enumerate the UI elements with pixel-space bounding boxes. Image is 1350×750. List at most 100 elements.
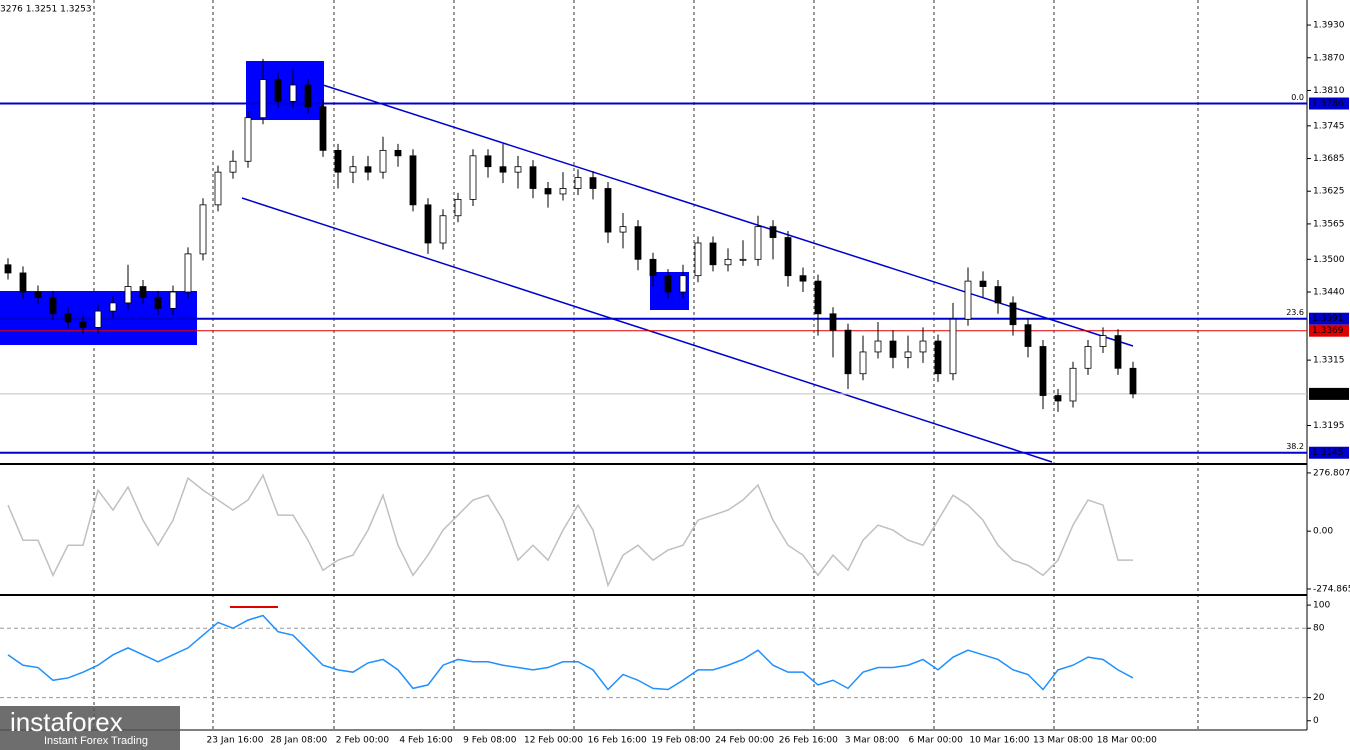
candle-body [589, 177, 597, 189]
fib-label: 0.0 [1291, 93, 1304, 102]
y-tick-label: 1.3500 [1313, 255, 1345, 265]
candle-body [544, 188, 552, 195]
candle-body [664, 275, 672, 293]
candle-body [634, 226, 642, 260]
candle-body [469, 155, 477, 200]
x-tick-label: 26 Feb 16:00 [779, 736, 838, 746]
x-tick-label: 16 Feb 16:00 [588, 736, 647, 746]
candle-body [334, 149, 342, 173]
candle-body [244, 117, 252, 162]
indicator-line [7, 614, 1134, 691]
y-tick-label: 1.3195 [1313, 421, 1345, 431]
candle-body [889, 340, 897, 358]
candle-body [1039, 346, 1047, 396]
candle-body [4, 264, 12, 274]
y-tick-label: 1.3565 [1313, 219, 1345, 229]
candle-body [814, 280, 822, 315]
candle-body [454, 199, 462, 217]
candle-body [919, 340, 927, 353]
candle-body [979, 280, 987, 287]
candle-body [409, 155, 417, 206]
candle-body [1129, 367, 1137, 395]
indicator-line [7, 473, 1133, 588]
level-label-box [1309, 312, 1349, 325]
zone-box [246, 61, 324, 120]
candle-body [859, 351, 867, 375]
candle-body [319, 106, 327, 151]
candle-body [394, 149, 402, 157]
watermark-tagline: Instant Forex Trading [44, 735, 148, 747]
y-tick-label: 0 [1313, 716, 1319, 726]
y-tick-label: 100 [1313, 601, 1330, 611]
x-tick-label: 6 Mar 00:00 [909, 736, 964, 746]
x-tick-label: 12 Feb 00:00 [524, 736, 583, 746]
level-label: 1.3253 [1312, 389, 1344, 399]
candle-body [139, 286, 147, 298]
x-tick-label: 2 Feb 00:00 [336, 736, 390, 746]
fib-label: 38.2 [1286, 442, 1304, 451]
y-tick-label: 1.3930 [1313, 21, 1345, 31]
candle-body [964, 280, 972, 320]
candle-body [154, 297, 162, 309]
candle-body [619, 226, 627, 233]
candle-body [649, 258, 657, 277]
candle-body [1084, 346, 1092, 369]
x-tick-label: 13 Mar 08:00 [1033, 736, 1093, 746]
candle-body [484, 155, 492, 168]
x-tick-label: 18 Mar 00:00 [1097, 736, 1157, 746]
candle-body [679, 275, 687, 293]
candle-body [259, 79, 267, 119]
candle-body [229, 160, 237, 173]
y-tick-label: 1.3745 [1313, 121, 1345, 131]
level-label: 1.3391 [1312, 314, 1344, 324]
y-tick-label: 0.00 [1313, 527, 1333, 537]
candle-body [289, 84, 297, 102]
x-tick-label: 3 Mar 08:00 [845, 736, 900, 746]
candle-body [559, 188, 567, 195]
time-grid [93, 0, 1199, 730]
level-label: 1.3369 [1312, 326, 1344, 336]
plot [0, 58, 1307, 699]
x-tick-label: 4 Feb 16:00 [399, 736, 453, 746]
channel-lower [241, 197, 1053, 463]
candle-body [94, 310, 102, 328]
candle-body [349, 166, 357, 173]
candle-body [739, 258, 747, 261]
candle-body [529, 166, 537, 189]
x-tick-label: 19 Feb 08:00 [651, 736, 710, 746]
y-tick-label: 20 [1313, 693, 1325, 703]
candle-body [844, 329, 852, 375]
candle-body [1114, 335, 1122, 369]
candle-body [724, 258, 732, 266]
level-label: 1.3145 [1312, 448, 1344, 458]
candle-body [379, 149, 387, 173]
candle-body [199, 204, 207, 255]
candle-body [904, 351, 912, 358]
candle-body [19, 272, 27, 293]
y-tick-label: 1.3315 [1313, 356, 1345, 366]
candle-body [514, 166, 522, 173]
candle-body [709, 242, 717, 266]
y-tick-label: 1.3625 [1313, 187, 1345, 197]
candle-body [694, 242, 702, 277]
candle-body [934, 340, 942, 375]
level-label: 1.3786 [1312, 99, 1344, 109]
candle-body [424, 204, 432, 244]
candle-body [364, 166, 372, 173]
y-tick-label: 1.3440 [1313, 288, 1345, 298]
candle-body [439, 215, 447, 244]
candle-body [754, 226, 762, 260]
candle-body [499, 166, 507, 173]
y-tick-label: 1.3810 [1313, 86, 1345, 96]
candle-body [1069, 367, 1077, 402]
level-label-box [1309, 324, 1349, 337]
x-tick-label: 24 Feb 00:00 [715, 736, 774, 746]
level-label-box [1309, 97, 1349, 110]
candle-body [1054, 395, 1062, 402]
candle-body [799, 275, 807, 282]
level-label-box [1309, 387, 1349, 400]
candle-body [1024, 324, 1032, 347]
candle-body [949, 318, 957, 375]
candle-body [604, 188, 612, 233]
